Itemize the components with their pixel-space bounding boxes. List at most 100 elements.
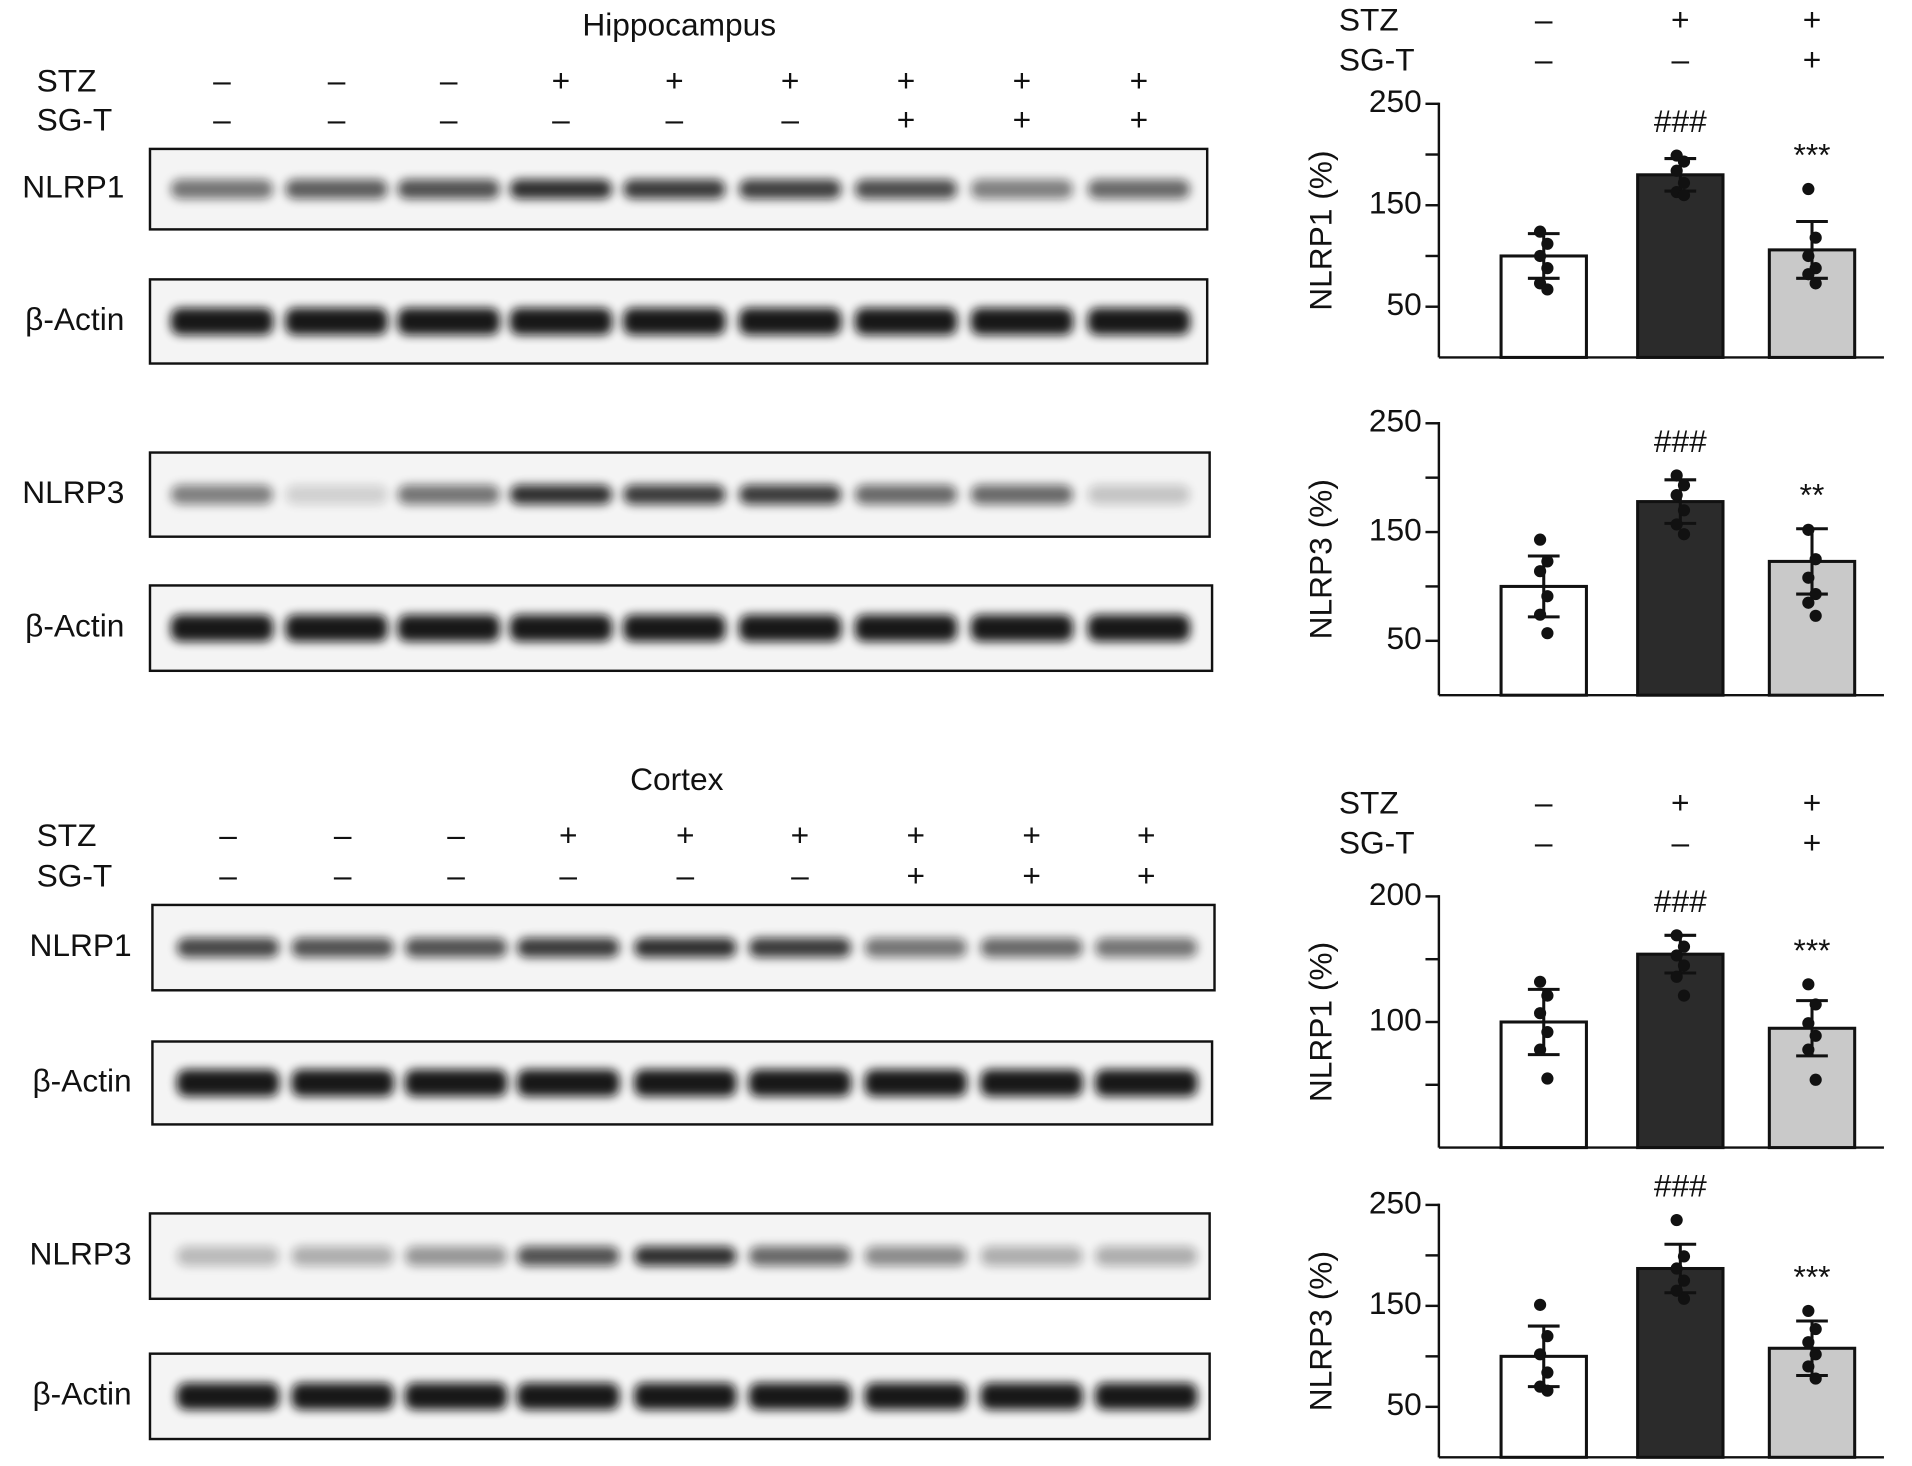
data-point [1802,268,1815,281]
blot-band [291,937,394,958]
treatment-sign: + [897,62,916,98]
treatment-sign: + [1803,1,1822,37]
data-point [1809,1322,1822,1336]
blot-band [634,937,737,958]
data-point [1802,1304,1815,1318]
blot-band [623,614,726,642]
blot-band [509,179,613,199]
blot-band [980,937,1083,958]
band-label: NLRP1 [30,927,132,963]
treatment-label: SG-T [1339,825,1415,861]
treatment-sign: + [1803,784,1822,820]
blot-band [176,937,280,958]
blot-band [1087,179,1191,199]
blot-band [854,614,958,642]
blot-band [634,1246,737,1266]
y-tick-label: 250 [1369,403,1422,439]
data-point [1802,523,1815,536]
data-point [1533,1007,1547,1020]
blot-band [517,937,620,958]
treatment-sign: + [907,857,926,893]
blot-band [170,179,274,199]
y-tick-label: 50 [1387,286,1422,322]
treatment-sign: – [219,817,237,853]
treatment-sign: + [559,817,578,853]
significance-label: ### [1654,423,1707,459]
y-axis-label: NLRP3 (%) [1302,1251,1338,1411]
blot-band [970,614,1074,642]
band-label: NLRP3 [30,1235,132,1271]
data-point [1533,608,1547,621]
treatment-sign: – [791,857,809,893]
treatment-sign: – [334,857,352,893]
significance-label: ### [1654,1168,1707,1204]
y-tick-label: 150 [1369,1285,1422,1321]
treatment-sign: – [328,101,346,137]
blot-band [285,179,388,199]
data-point [1809,231,1822,244]
data-point [1541,590,1554,603]
significance-label: ### [1654,103,1707,139]
treatment-sign: + [676,817,695,853]
y-tick-label: 50 [1387,620,1422,656]
y-tick-label: 250 [1369,83,1422,119]
data-point [1533,1043,1547,1056]
blot-band [291,1246,394,1266]
treatment-sign: – [1535,784,1553,820]
data-point [1677,940,1691,953]
data-point [1809,1073,1822,1086]
y-tick-label: 150 [1369,185,1422,221]
data-point [1541,237,1554,250]
data-point [1541,1330,1554,1343]
data-point [1677,1274,1691,1287]
treatment-sign: + [1022,817,1041,853]
data-point [1533,225,1547,238]
significance-label: *** [1794,932,1831,968]
blot-band [623,179,726,199]
treatment-sign: + [665,62,684,98]
treatment-sign: – [1535,1,1553,37]
treatment-label: SG-T [37,101,113,137]
band-label: β-Actin [25,301,124,337]
data-point [1533,249,1547,263]
data-point [1802,978,1815,991]
treatment-sign: – [440,62,458,98]
blot-band [854,179,958,199]
blot-band [864,1069,967,1097]
data-point [1809,587,1822,601]
data-point [1802,1336,1815,1349]
treatment-sign: – [213,62,231,98]
blot-band [397,484,500,505]
blot-band [623,484,726,505]
blot-band [176,1069,280,1097]
blot-band [285,614,388,642]
significance-label: *** [1794,137,1831,173]
data-point [1809,1372,1822,1385]
band-label: β-Actin [32,1376,131,1412]
treatment-sign: + [1130,62,1149,98]
blot-band [1095,937,1198,958]
treatment-sign: – [781,101,799,137]
treatment-sign: – [1672,42,1690,78]
data-point [1533,1298,1547,1311]
blot-band [980,1382,1083,1410]
bar [1636,952,1725,1150]
data-point [1670,469,1683,482]
treatment-label: STZ [1339,1,1399,37]
treatment-sign: – [440,101,458,137]
data-point [1533,975,1547,988]
blot-band [1087,614,1191,642]
data-point [1677,504,1691,517]
blot-band [404,937,508,958]
blot-band [170,614,274,642]
y-tick-label: 150 [1369,511,1422,547]
data-point [1802,249,1815,263]
treatment-sign: + [1022,857,1041,893]
blot-band [748,1246,852,1266]
blot-band [738,614,842,642]
data-point [1809,998,1822,1011]
data-point [1677,1292,1691,1305]
blot-band [285,484,388,505]
data-point [1541,1384,1554,1397]
data-point [1670,929,1683,942]
